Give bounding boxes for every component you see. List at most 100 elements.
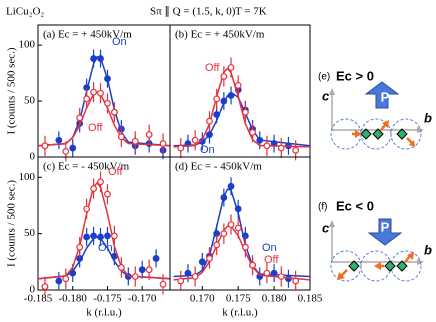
- data-point: [292, 146, 300, 154]
- data-point: [227, 64, 235, 71]
- panel-title: (c) Ec = - 450kV/m: [43, 161, 130, 173]
- diagram-title: Ec > 0: [336, 68, 374, 83]
- data-point: [55, 136, 63, 144]
- y-tick-label: 0: [30, 151, 36, 163]
- panel-title: (d) Ec = - 450kV/m: [175, 161, 262, 173]
- data-point: [270, 269, 278, 277]
- x-tick-label: 0.170: [190, 293, 215, 305]
- data-point: [213, 95, 221, 103]
- data-point: [76, 243, 84, 251]
- x-axis-label: k (r.l.u.): [86, 307, 122, 319]
- data-point: [292, 277, 300, 285]
- data-point: [145, 131, 153, 139]
- data-point: [227, 221, 235, 229]
- p-label: P: [381, 89, 390, 104]
- arrowhead: [417, 127, 424, 133]
- series-name: On: [112, 36, 127, 48]
- data-point: [152, 255, 160, 262]
- data-point: [97, 178, 104, 186]
- arrowhead: [329, 220, 335, 227]
- panel-title: (b) Ec = + 450kV/m: [175, 29, 265, 41]
- fit-line: [173, 67, 311, 148]
- data-point: [263, 142, 271, 150]
- spin-site: [396, 260, 408, 272]
- spin: [409, 140, 415, 147]
- data-point: [206, 131, 213, 139]
- data-point: [97, 233, 104, 241]
- data-point: [263, 269, 271, 277]
- data-point: [41, 283, 49, 291]
- series-name: Off: [108, 166, 123, 178]
- data-point: [277, 273, 285, 280]
- series-name: On: [98, 242, 113, 254]
- data-point: [69, 144, 77, 152]
- data-point: [131, 273, 139, 280]
- diagram-label: (e): [318, 72, 330, 83]
- data-point: [76, 114, 84, 122]
- spin-site: [360, 128, 372, 140]
- data-point: [90, 232, 97, 240]
- p-arrow: [367, 218, 403, 246]
- data-point: [206, 255, 213, 262]
- data-point: [227, 182, 235, 190]
- series-name: On: [200, 144, 215, 156]
- spin: [407, 252, 414, 260]
- p-label: P: [381, 219, 390, 234]
- data-point: [220, 73, 228, 80]
- y-tick-label: 100: [19, 171, 36, 183]
- x-axis-label: k (r.l.u.): [222, 307, 258, 319]
- data-point: [227, 92, 235, 99]
- x-tick-label: -0.170: [128, 293, 157, 305]
- diagram-f: (f) Ec < 0 c b P: [318, 198, 432, 282]
- y-tick-label: 100: [19, 39, 36, 51]
- data-point: [90, 88, 97, 96]
- fit-line: [173, 188, 311, 278]
- data-point: [62, 275, 70, 283]
- data-point: [256, 136, 264, 144]
- data-point: [191, 136, 199, 144]
- panel-title: (a) Ec = + 450kV/m: [43, 29, 132, 41]
- data-point: [220, 97, 228, 105]
- data-point: [220, 230, 228, 238]
- y-tick-label: 50: [24, 227, 36, 239]
- geometry: Sπ ∥ Q = (1.5, k, 0): [150, 6, 236, 18]
- data-point: [90, 55, 97, 62]
- data-point: [104, 99, 111, 107]
- data-point: [220, 194, 228, 201]
- data-point: [249, 128, 256, 136]
- material: LiCu₂O₂: [6, 6, 44, 18]
- spin: [382, 120, 389, 128]
- data-point: [234, 82, 242, 89]
- spin-site: [396, 128, 408, 140]
- data-point: [117, 133, 125, 141]
- x-tick-label: 0.185: [298, 293, 323, 305]
- spin: [406, 137, 413, 144]
- y-tick-label: 50: [24, 95, 36, 107]
- data-point: [55, 277, 63, 285]
- data-point: [198, 258, 206, 266]
- data-point: [111, 232, 118, 240]
- diagram-label: (f): [318, 202, 327, 213]
- spin: [374, 262, 381, 270]
- diagram-title: Ec < 0: [336, 198, 374, 213]
- data-point: [83, 95, 91, 103]
- data-point: [145, 266, 153, 274]
- data-point: [131, 137, 139, 145]
- data-point: [62, 148, 70, 155]
- plot-frame: [169, 156, 311, 291]
- orbit: [390, 118, 422, 150]
- spin-site: [384, 260, 396, 272]
- spin-site: [372, 128, 384, 140]
- data-point: [159, 140, 167, 147]
- data-point: [69, 269, 77, 277]
- data-point: [249, 261, 256, 269]
- x-tick-label: 0.175: [226, 293, 251, 305]
- data-point: [111, 108, 118, 116]
- spin-site: [348, 260, 360, 272]
- data-point: [138, 266, 146, 274]
- axis-b: b: [424, 110, 432, 125]
- series-name: On: [262, 242, 277, 254]
- data-point: [104, 75, 111, 83]
- x-tick-label: -0.185: [24, 293, 53, 305]
